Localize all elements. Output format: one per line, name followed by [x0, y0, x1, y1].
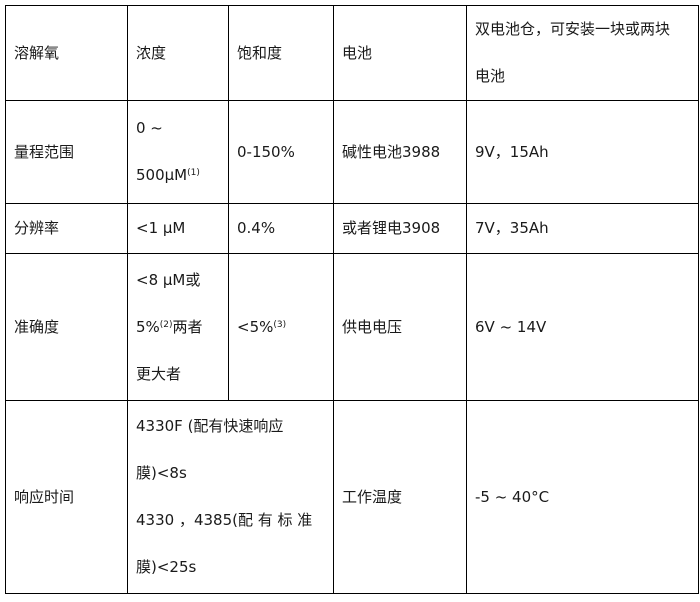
accuracy-saturation-value: <5%: [237, 317, 274, 336]
table-row-resolution: 分辨率 <1 μM 0.4% 或者锂电3908 7V，35Ah: [5, 203, 699, 254]
table-row-accuracy: 准确度 <8 μM或 5%(2)两者 更大者 <5%(3) 供电电压 6V ~ …: [5, 253, 699, 401]
header-cell-dissolved-oxygen: 溶解氧: [5, 5, 128, 101]
range-concentration-line1: 0 ~: [136, 119, 163, 137]
header-cell-concentration: 浓度: [127, 5, 229, 101]
battery-desc-line1: 双电池仓，可安装一块或两块: [475, 20, 671, 38]
response-line3: 4330 ，4385(配 有 标 准: [136, 511, 313, 529]
accuracy-concentration-line1: <8 μM或: [136, 270, 201, 289]
accuracy-concentration-line2-rest: 两者: [172, 317, 203, 336]
table-header-row: 溶解氧 浓度 饱和度 电池 双电池仓，可安装一块或两块 电池: [5, 5, 699, 101]
cell-resolution-battery-type: 或者锂电3908: [333, 203, 467, 254]
table-row-range: 量程范围 0 ~ 500μM(1) 0-150% 碱性电池3988 9V，15A…: [5, 100, 699, 204]
cell-accuracy-concentration: <8 μM或 5%(2)两者 更大者: [127, 253, 229, 401]
response-line2: 膜)<8s: [136, 464, 187, 482]
accuracy-concentration-line3: 更大者: [136, 364, 182, 383]
range-concentration-value: 500μM: [136, 166, 188, 184]
cell-range-saturation: 0-150%: [228, 100, 334, 204]
footnote-ref-2: (2): [159, 319, 173, 330]
cell-accuracy-label: 准确度: [5, 253, 128, 401]
cell-range-concentration: 0 ~ 500μM(1): [127, 100, 229, 204]
cell-power-value: 6V ~ 14V: [466, 253, 699, 401]
response-line1: 4330F (配有快速响应: [136, 417, 284, 435]
footnote-ref-1: (1): [187, 168, 200, 178]
footnote-ref-3: (3): [273, 319, 287, 330]
header-cell-saturation: 饱和度: [228, 5, 334, 101]
response-line4: 膜)<25s: [136, 558, 197, 576]
header-cell-battery: 电池: [333, 5, 467, 101]
cell-temperature-label: 工作温度: [333, 400, 467, 594]
cell-response-detail: 4330F (配有快速响应 膜)<8s 4330 ，4385(配 有 标 准 膜…: [127, 400, 334, 594]
cell-resolution-saturation: 0.4%: [228, 203, 334, 254]
cell-temperature-value: -5 ~ 40°C: [466, 400, 699, 594]
cell-resolution-battery-spec: 7V，35Ah: [466, 203, 699, 254]
cell-range-battery-type: 碱性电池3988: [333, 100, 467, 204]
cell-response-label: 响应时间: [5, 400, 128, 594]
document-page: 溶解氧 浓度 饱和度 电池 双电池仓，可安装一块或两块 电池 量程范围 0 ~ …: [0, 5, 700, 594]
cell-resolution-concentration: <1 μM: [127, 203, 229, 254]
table-row-response: 响应时间 4330F (配有快速响应 膜)<8s 4330 ，4385(配 有 …: [5, 400, 699, 594]
header-cell-battery-desc: 双电池仓，可安装一块或两块 电池: [466, 5, 699, 101]
cell-range-label: 量程范围: [5, 100, 128, 204]
cell-range-battery-spec: 9V，15Ah: [466, 100, 699, 204]
range-concentration-line2: 500μM(1): [136, 152, 224, 199]
cell-accuracy-saturation: <5%(3): [228, 253, 334, 401]
battery-desc-line2: 电池: [475, 67, 506, 85]
cell-power-label: 供电电压: [333, 253, 467, 401]
accuracy-concentration-line2: 5%(2)两者: [136, 304, 224, 351]
spec-table: 溶解氧 浓度 饱和度 电池 双电池仓，可安装一块或两块 电池 量程范围 0 ~ …: [5, 5, 699, 594]
cell-resolution-label: 分辨率: [5, 203, 128, 254]
accuracy-concentration-line2-value: 5%: [136, 317, 160, 336]
